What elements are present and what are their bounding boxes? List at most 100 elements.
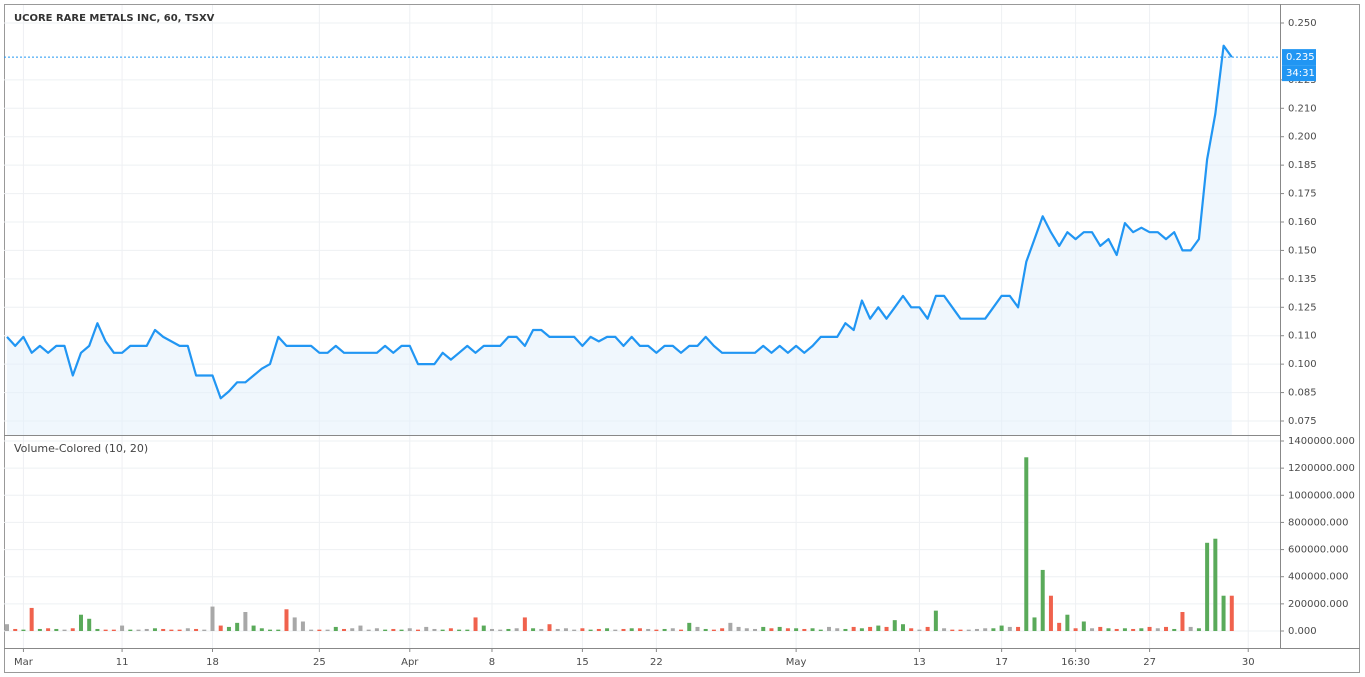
volume-bar [1073, 628, 1078, 631]
x-tick-label: 17 [995, 657, 1008, 668]
volume-bar [448, 628, 453, 631]
volume-bar [555, 628, 560, 631]
volume-bar [5, 624, 9, 631]
volume-title: Volume-Colored (10, 20) [14, 442, 148, 455]
volume-bar [991, 628, 996, 631]
x-tick-label: May [786, 657, 807, 668]
plot [4, 44, 1280, 631]
volume-bar [1016, 626, 1021, 631]
volume-bar [933, 610, 938, 631]
volume-bar [144, 628, 149, 631]
volume-bar [161, 628, 166, 631]
price-line [6, 44, 1233, 400]
volume-bar [1205, 542, 1210, 631]
volume-tick-label: 0.000 [1288, 626, 1317, 637]
volume-bar [1172, 628, 1177, 631]
volume-bar [1213, 538, 1218, 631]
volume-bar [785, 628, 790, 631]
volume-bar [226, 626, 231, 631]
volume-bar [383, 629, 388, 631]
volume-bar [1139, 628, 1144, 631]
volume-bar [1221, 595, 1226, 631]
frame [4, 4, 1360, 673]
volume-bar [999, 625, 1004, 631]
y-tick-label: 0.110 [1288, 331, 1317, 342]
volume-bar [424, 626, 429, 631]
volume-bar [744, 628, 749, 631]
volume-bar [374, 628, 379, 631]
volume-bar [350, 628, 355, 631]
x-tick-label: 18 [206, 657, 219, 668]
y-tick-label: 0.250 [1288, 18, 1317, 29]
last-price-tag [1282, 49, 1316, 66]
volume-bar [950, 629, 955, 631]
volume-bar [128, 629, 133, 631]
volume-bar [300, 621, 305, 631]
volume-tick-label: 400000.000 [1288, 572, 1348, 583]
volume-bar [1188, 626, 1193, 631]
y-tick-label: 0.150 [1288, 245, 1317, 256]
y-tick-label: 0.075 [1288, 416, 1317, 427]
volume-bar [46, 628, 51, 631]
volume-bar [974, 628, 979, 631]
volume-bar [1147, 626, 1152, 631]
volume-bar [120, 625, 125, 631]
volume-bar [489, 628, 494, 631]
volume-bar [243, 612, 248, 631]
volume-bar [342, 628, 347, 631]
volume-bar [588, 629, 593, 631]
volume-bar [605, 628, 610, 631]
x-tick-label: 30 [1242, 657, 1255, 668]
volume-bar [1114, 628, 1119, 631]
volume-bar [194, 628, 199, 631]
y-tick-label: 0.125 [1288, 302, 1317, 313]
volume-bar [1196, 628, 1201, 631]
volume-bar [54, 628, 59, 631]
volume-bar [851, 626, 856, 631]
volume-bar [70, 628, 75, 631]
volume-bar [1164, 626, 1169, 631]
volume-tick-label: 600000.000 [1288, 545, 1348, 556]
volume-bar [1131, 628, 1136, 631]
volume-bar [942, 628, 947, 631]
volume-bar [391, 628, 396, 631]
volume-bar [670, 628, 675, 631]
volume-bar [1098, 626, 1103, 631]
volume-bar [276, 629, 281, 631]
volume-bar [810, 628, 815, 631]
volume-bar [547, 624, 552, 631]
volume-bar [563, 628, 568, 631]
volume-bar [1032, 617, 1037, 631]
volume-bar [835, 628, 840, 631]
volume-bar [728, 622, 733, 631]
volume-bar [777, 626, 782, 631]
volume-bar [473, 617, 478, 631]
volume-tick-label: 1400000.000 [1288, 436, 1355, 447]
x-tick-label: 25 [313, 657, 326, 668]
volume-bar [169, 629, 174, 631]
volume-tick-label: 1200000.000 [1288, 463, 1355, 474]
volume-bar [892, 620, 897, 631]
volume-bar [629, 628, 634, 631]
volume-bar [21, 629, 26, 631]
x-tick-label: 16:30 [1061, 657, 1090, 668]
volume-bar [958, 629, 963, 631]
volume-bar [1229, 595, 1234, 631]
volume-bar [399, 629, 404, 631]
chart-title: UCORE RARE METALS INC, 60, TSXV [14, 13, 215, 24]
volume-bar [259, 628, 264, 631]
volume-bar [900, 624, 905, 631]
volume-bar [498, 629, 503, 631]
volume-bar [654, 629, 659, 631]
volume-bar [802, 628, 807, 631]
volume-bar [13, 628, 18, 631]
volume-bar [292, 617, 297, 631]
volume-bar [95, 628, 100, 631]
y-tick-label: 0.185 [1288, 160, 1317, 171]
volume-bar [580, 628, 585, 631]
volume-bar [917, 629, 922, 631]
volume-bar [366, 629, 371, 631]
volume-bar [62, 629, 67, 631]
volume-bar [218, 625, 223, 631]
